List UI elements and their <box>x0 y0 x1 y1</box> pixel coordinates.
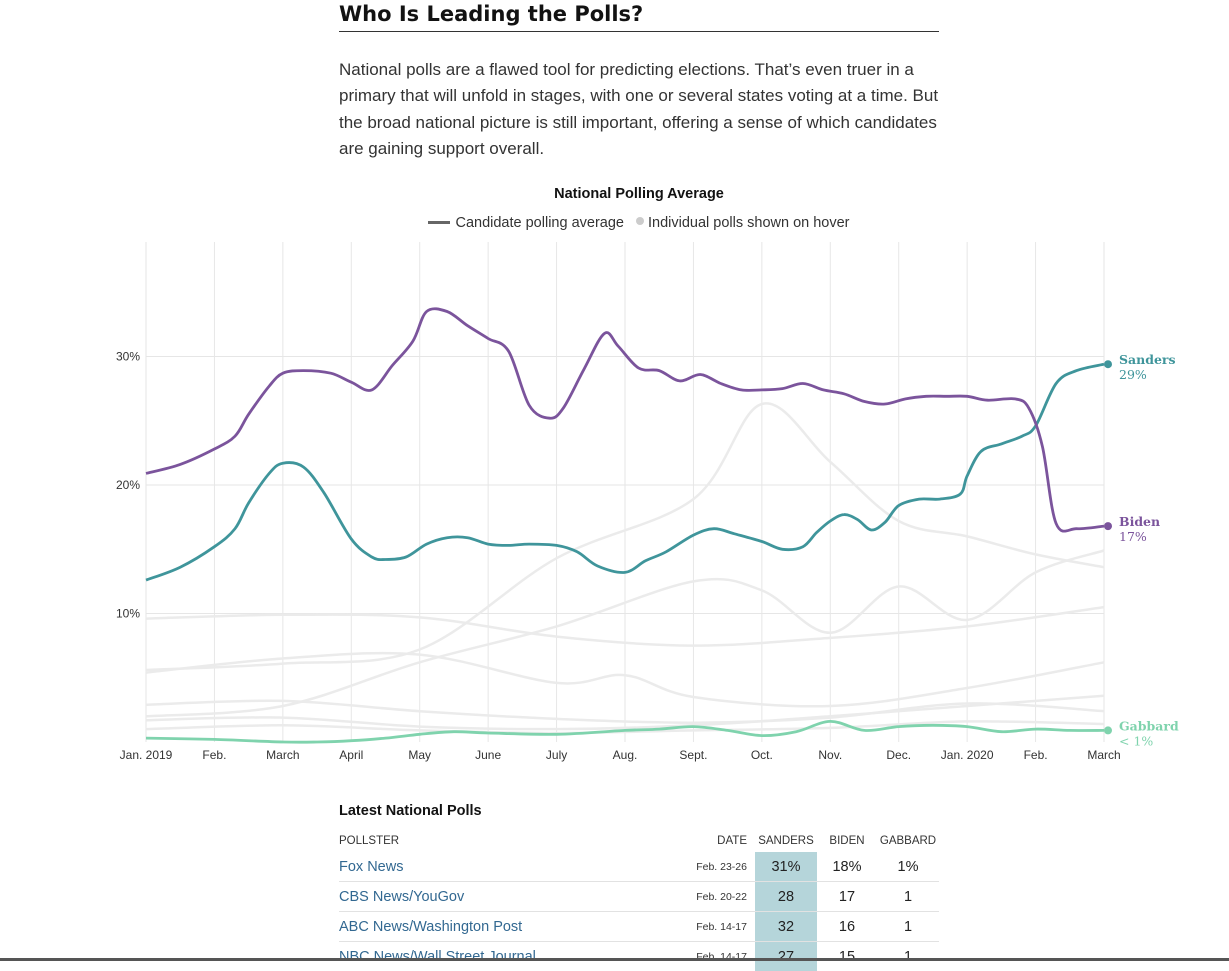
y-tick-label: 30% <box>116 350 140 364</box>
pollster-link[interactable]: Fox News <box>339 852 629 882</box>
table-row: Fox News Feb. 23-26 31% 18% 1% <box>339 852 939 882</box>
polling-chart[interactable]: 10% 20% 30% Jan. 2019 Feb. March April May June… <box>0 0 1229 800</box>
sanders-value: 27 <box>755 942 817 971</box>
biden-value: 16 <box>817 912 877 942</box>
x-tick-label: Sept. <box>679 748 707 762</box>
header-pollster: POLLSTER <box>339 830 629 852</box>
x-tick-label: Jan. 2020 <box>941 748 994 762</box>
biden-value-label: 17% <box>1119 529 1147 544</box>
polls-table: POLLSTER DATE SANDERS BIDEN GABBARD Fox … <box>339 830 939 971</box>
table-row: CBS News/YouGov Feb. 20-22 28 17 1 <box>339 882 939 912</box>
biden-end-dot <box>1104 522 1112 530</box>
pollster-link[interactable]: ABC News/Washington Post <box>339 912 629 942</box>
x-tick-label: March <box>266 748 299 762</box>
x-tick-label: Jan. 2019 <box>120 748 173 762</box>
biden-value: 18% <box>817 852 877 882</box>
sanders-end-dot <box>1104 360 1112 368</box>
x-tick-label: Oct. <box>751 748 773 762</box>
x-tick-label: Aug. <box>613 748 638 762</box>
y-tick-label: 20% <box>116 478 140 492</box>
table-header-row: POLLSTER DATE SANDERS BIDEN GABBARD <box>339 830 939 852</box>
poll-date: Feb. 14-17 <box>629 912 755 942</box>
sanders-value: 28 <box>755 882 817 912</box>
sanders-label: Sanders <box>1119 352 1176 367</box>
gabbard-value: 1 <box>877 882 939 912</box>
pollster-link[interactable]: CBS News/YouGov <box>339 882 629 912</box>
pollster-link[interactable]: NBC News/Wall Street Journal <box>339 942 629 971</box>
header-date: DATE <box>629 830 755 852</box>
sanders-value: 31% <box>755 852 817 882</box>
biden-label: Biden <box>1119 514 1160 529</box>
gabbard-label: Gabbard <box>1119 718 1179 733</box>
x-tick-label: Nov. <box>818 748 842 762</box>
header-gabbard: GABBARD <box>877 830 939 852</box>
x-tick-label: March <box>1087 748 1120 762</box>
x-tick-label: June <box>475 748 501 762</box>
table-row: NBC News/Wall Street Journal Feb. 14-17 … <box>339 942 939 971</box>
sanders-value: 32 <box>755 912 817 942</box>
sanders-value-label: 29% <box>1119 367 1147 382</box>
x-tick-label: April <box>339 748 363 762</box>
gabbard-end-dot <box>1104 726 1112 734</box>
poll-date: Feb. 14-17 <box>629 942 755 971</box>
table-title: Latest National Polls <box>339 803 482 819</box>
gabbard-value-label: < 1% <box>1119 733 1153 748</box>
x-tick-label: Dec. <box>886 748 911 762</box>
x-tick-label: Feb. <box>202 748 226 762</box>
poll-date: Feb. 20-22 <box>629 882 755 912</box>
x-tick-label: July <box>546 748 567 762</box>
x-tick-label: Feb. <box>1024 748 1048 762</box>
gabbard-value: 1% <box>877 852 939 882</box>
biden-value: 17 <box>817 882 877 912</box>
table-row: ABC News/Washington Post Feb. 14-17 32 1… <box>339 912 939 942</box>
biden-value: 15 <box>817 942 877 971</box>
y-tick-label: 10% <box>116 607 140 621</box>
gabbard-value: 1 <box>877 912 939 942</box>
header-sanders: SANDERS <box>755 830 817 852</box>
gabbard-value: 1 <box>877 942 939 971</box>
header-biden: BIDEN <box>817 830 877 852</box>
x-tick-label: May <box>408 748 431 762</box>
poll-date: Feb. 23-26 <box>629 852 755 882</box>
